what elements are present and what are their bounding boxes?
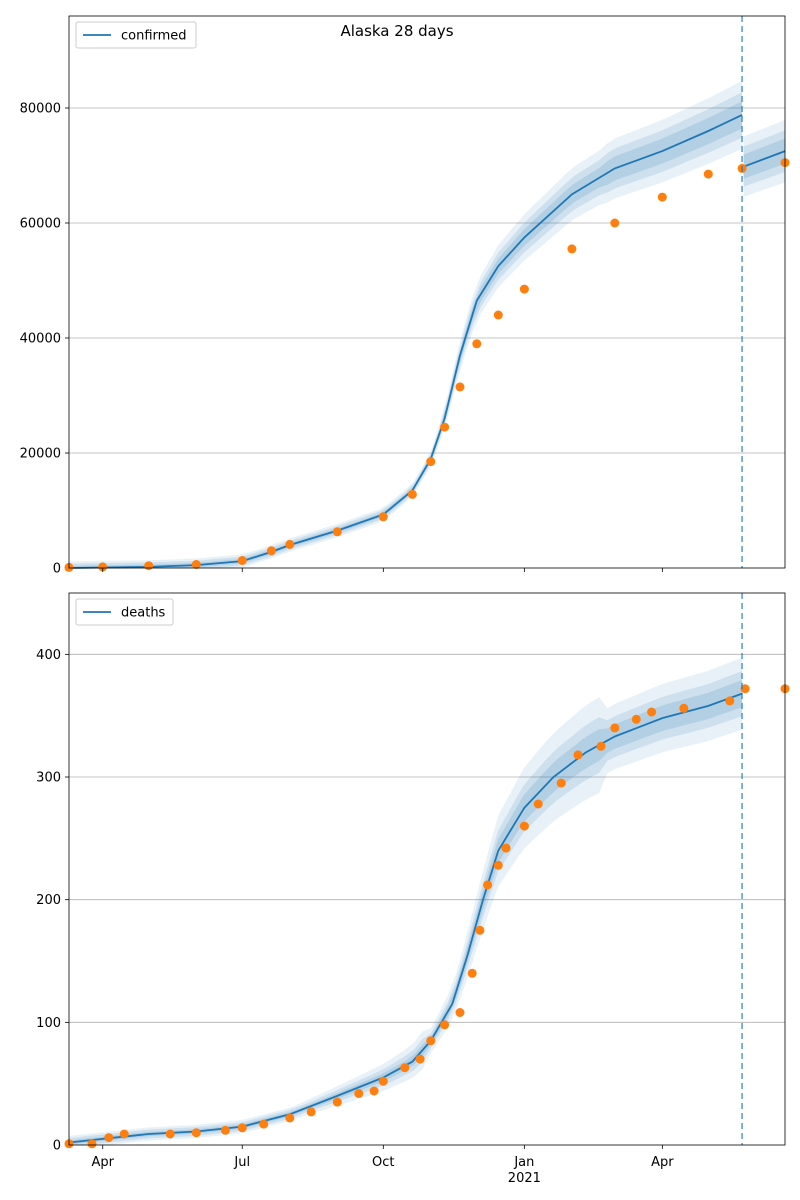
- observed-point: [493, 310, 503, 320]
- y-tick-label: 100: [36, 1016, 61, 1031]
- observed-point: [556, 778, 566, 788]
- observed-point: [455, 382, 465, 392]
- x-tick-label: Apr: [651, 1155, 674, 1170]
- observed-point: [519, 821, 529, 831]
- y-tick-label: 40000: [20, 332, 61, 347]
- x-tick-label: Oct: [372, 1155, 394, 1170]
- y-tick-label: 80000: [20, 102, 61, 117]
- y-tick-label: 300: [36, 771, 61, 786]
- observed-point: [332, 527, 342, 537]
- legend-label: confirmed: [121, 29, 187, 44]
- y-tick-label: 60000: [20, 217, 61, 232]
- observed-point: [467, 968, 477, 978]
- uncertainty-band: [69, 80, 743, 569]
- observed-point: [679, 703, 689, 713]
- uncertainty-band: [69, 657, 743, 1145]
- model-line: [68, 114, 743, 569]
- observed-point: [455, 1008, 465, 1017]
- legend-box: [75, 598, 174, 626]
- observed-point: [483, 880, 493, 890]
- uncertainty-band: [69, 92, 743, 568]
- model-line: [68, 692, 743, 1144]
- y-tick-label: 0: [53, 562, 61, 577]
- observed-point: [407, 489, 417, 499]
- chart-title: Alaska 28 days: [340, 22, 453, 40]
- confirmed-panel: 0 20000 40000 60000 80000 confirmed: [20, 15, 790, 577]
- observed-point: [647, 707, 657, 717]
- observed-point: [610, 723, 620, 733]
- observed-point: [98, 562, 108, 572]
- observed-point: [472, 339, 482, 349]
- observed-point: [440, 422, 450, 432]
- axes-frame: [68, 592, 786, 1146]
- observed-point: [440, 1020, 450, 1030]
- x-tick-label: Apr: [91, 1155, 114, 1170]
- x-year-label: 2021: [508, 1171, 541, 1186]
- uncertainty-band: [69, 680, 743, 1145]
- y-tick-label: 0: [53, 1139, 61, 1154]
- observed-point: [610, 218, 620, 228]
- uncertainty-band: [69, 101, 743, 569]
- observed-point: [332, 1097, 342, 1107]
- y-tick-label: 400: [36, 648, 61, 663]
- observed-point: [259, 1119, 269, 1129]
- deaths-panel: 0 100 200 300 400 Apr Jul Oct Jan Apr 2021 deaths: [36, 592, 790, 1186]
- observed-point: [285, 539, 295, 549]
- observed-point: [415, 1054, 425, 1064]
- observed-point: [657, 192, 667, 202]
- observed-point: [354, 1089, 364, 1098]
- observed-point: [426, 1036, 436, 1046]
- model-line: [743, 150, 786, 168]
- observed-point: [573, 750, 583, 760]
- axes-frame: [68, 15, 786, 569]
- observed-point: [306, 1107, 316, 1117]
- observed-point: [596, 741, 606, 751]
- observed-point: [165, 1129, 175, 1139]
- observed-point: [285, 1113, 295, 1123]
- observed-point: [378, 512, 388, 522]
- legend: deaths: [75, 598, 174, 626]
- y-tick-label: 200: [36, 893, 61, 908]
- observed-point: [631, 714, 641, 724]
- observed-point: [369, 1086, 379, 1096]
- observed-point: [725, 696, 735, 706]
- legend-box: [75, 21, 197, 49]
- observed-point: [87, 1139, 97, 1149]
- observed-point: [703, 169, 713, 179]
- observed-point: [567, 244, 577, 254]
- observed-point: [191, 1128, 201, 1138]
- observed-point: [119, 1129, 129, 1139]
- legend: confirmed: [75, 21, 197, 49]
- observed-point: [144, 561, 154, 571]
- observed-point: [493, 860, 503, 870]
- observed-point: [237, 556, 247, 565]
- uncertainty-band: [69, 671, 743, 1145]
- observed-point: [426, 457, 436, 467]
- observed-point: [378, 1076, 388, 1086]
- observed-point: [533, 799, 543, 809]
- observed-point: [519, 284, 529, 294]
- observed-point: [104, 1133, 114, 1143]
- observed-point: [220, 1125, 230, 1135]
- observed-point: [501, 843, 511, 853]
- observed-point: [237, 1123, 247, 1133]
- y-tick-label: 20000: [20, 447, 61, 462]
- x-tick-label: Jul: [233, 1155, 250, 1170]
- observed-point: [475, 925, 485, 935]
- observed-point: [266, 546, 276, 556]
- x-tick-label: Jan: [513, 1155, 534, 1170]
- legend-label: deaths: [121, 606, 166, 621]
- observed-point: [191, 560, 201, 569]
- observed-point: [400, 1063, 410, 1073]
